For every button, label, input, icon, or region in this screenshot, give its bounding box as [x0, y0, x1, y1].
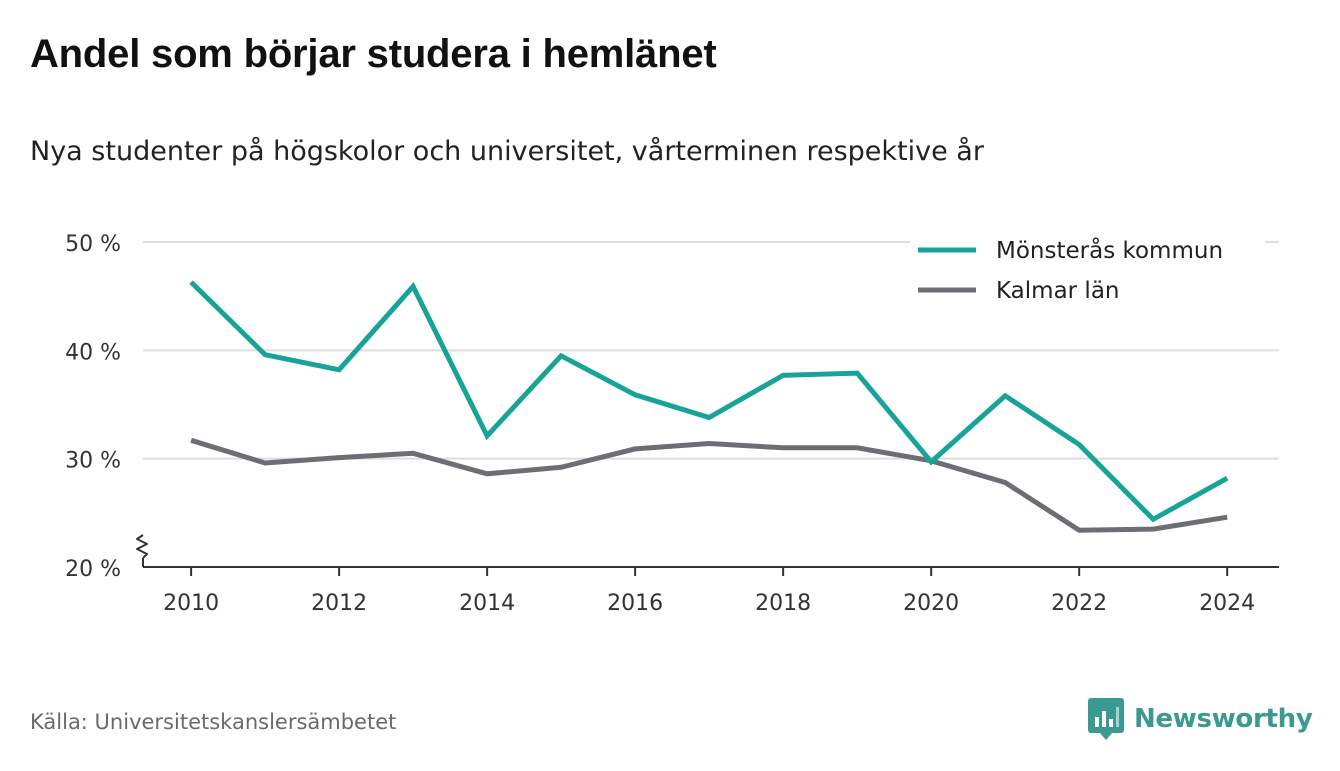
x-tick-label: 2014	[459, 591, 515, 616]
x-tick-label: 2018	[755, 591, 811, 616]
series-line-1	[190, 437, 1228, 533]
series-line-0	[189, 280, 1229, 523]
x-tick-label: 2020	[903, 591, 959, 616]
x-tick-label: 2024	[1199, 591, 1255, 616]
x-tick-label: 2010	[163, 591, 219, 616]
x-tick-label: 2022	[1051, 591, 1107, 616]
legend-label: Kalmar län	[996, 278, 1120, 304]
newsworthy-logo-icon	[1088, 698, 1124, 740]
brand-name: Newsworthy	[1134, 704, 1313, 734]
x-tick-label: 2016	[607, 591, 663, 616]
legend-background	[910, 230, 1265, 312]
y-tick-label: 40 %	[65, 340, 121, 365]
x-tick-label: 2012	[311, 591, 367, 616]
y-tick-label: 30 %	[65, 449, 121, 474]
source-note: Källa: Universitetskanslersämbetet	[30, 710, 397, 734]
legend-label: Mönsterås kommun	[996, 236, 1223, 264]
chart-subtitle: Nya studenter på högskolor och universit…	[30, 136, 984, 167]
y-tick-label: 50 %	[65, 232, 121, 257]
chart-title: Andel som börjar studera i hemlänet	[30, 32, 717, 76]
y-axis-break-icon	[136, 534, 148, 559]
y-tick-label: 20 %	[65, 557, 121, 582]
brand-logo[interactable]: Newsworthy	[1088, 697, 1313, 741]
